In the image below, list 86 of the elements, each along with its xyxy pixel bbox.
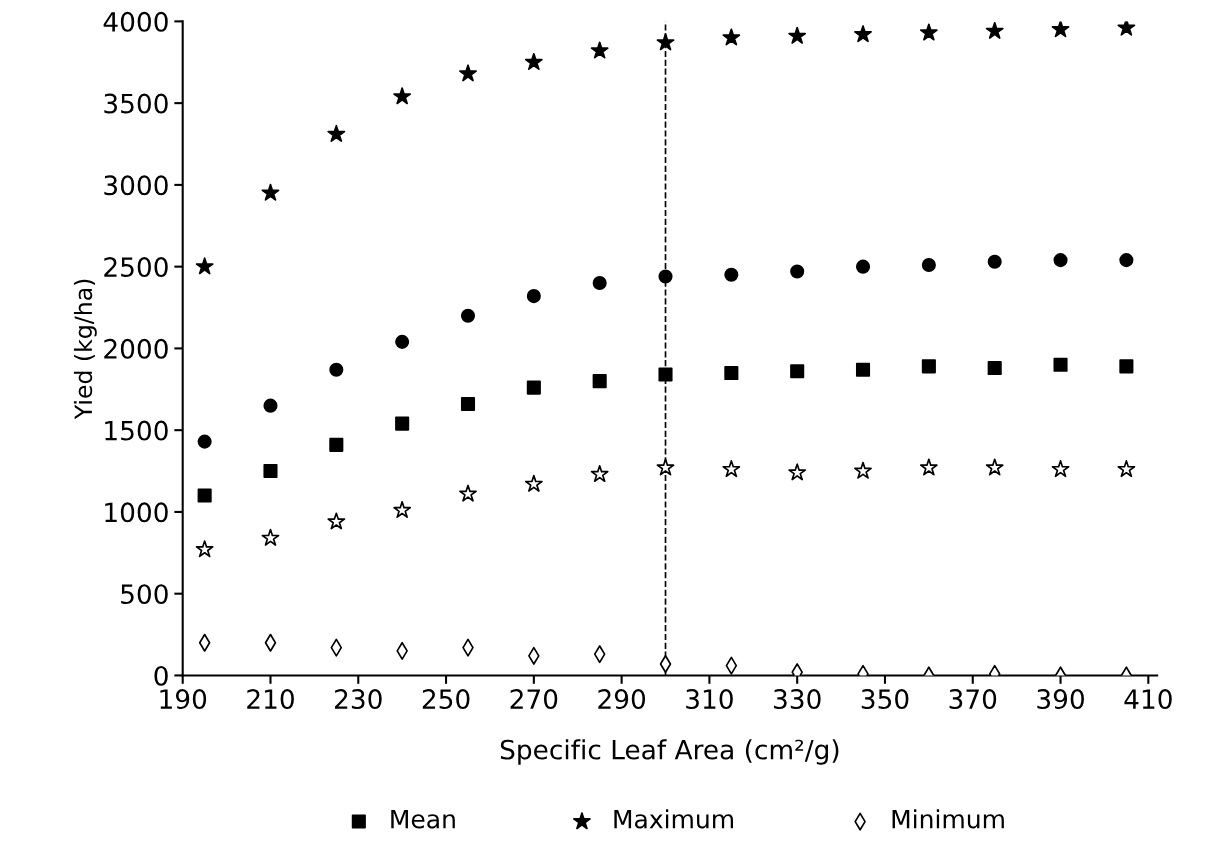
point bbox=[724, 267, 739, 282]
point bbox=[921, 359, 936, 374]
legend-label: Minimum bbox=[892, 809, 1004, 829]
point bbox=[855, 362, 871, 377]
legend-label: Mean bbox=[391, 809, 455, 829]
point bbox=[658, 269, 673, 284]
y-tick-label: 0 bbox=[154, 665, 168, 686]
point bbox=[526, 380, 541, 395]
point bbox=[1117, 460, 1136, 478]
point bbox=[327, 512, 346, 530]
point bbox=[985, 458, 1004, 476]
point bbox=[854, 461, 872, 479]
point bbox=[261, 183, 280, 201]
y-tick-label: 2000 bbox=[104, 338, 168, 359]
point bbox=[1051, 460, 1070, 478]
point bbox=[263, 398, 278, 413]
x-tick-label: 230 bbox=[335, 689, 382, 710]
y-tick-label: 1500 bbox=[105, 420, 168, 441]
x-tick-label: 390 bbox=[1037, 689, 1084, 710]
point bbox=[460, 308, 476, 323]
point bbox=[987, 360, 1002, 376]
x-tick-label: 370 bbox=[949, 689, 997, 710]
x-tick-label: 410 bbox=[1124, 689, 1172, 710]
point bbox=[788, 463, 807, 481]
x-axis-title: Specific Leaf Area (cm²/g) bbox=[500, 739, 839, 765]
point bbox=[788, 26, 807, 44]
point bbox=[658, 367, 673, 382]
point bbox=[921, 257, 936, 273]
point bbox=[393, 500, 412, 519]
point bbox=[1119, 359, 1134, 374]
point bbox=[985, 21, 1004, 39]
point bbox=[526, 289, 541, 304]
y-axis-title: Yied (kg/ha) bbox=[73, 279, 97, 420]
point bbox=[656, 33, 675, 51]
point bbox=[195, 257, 214, 275]
point bbox=[590, 464, 609, 483]
y-tick-label: 3000 bbox=[104, 175, 168, 196]
point bbox=[524, 474, 543, 492]
x-tick-label: 330 bbox=[774, 689, 821, 710]
point bbox=[1051, 21, 1070, 38]
point bbox=[197, 488, 212, 503]
point bbox=[722, 28, 741, 46]
point bbox=[722, 460, 741, 478]
point bbox=[656, 458, 675, 476]
point bbox=[327, 124, 346, 142]
point bbox=[790, 264, 805, 279]
point bbox=[393, 87, 412, 105]
point bbox=[329, 362, 344, 377]
point bbox=[724, 365, 739, 380]
y-tick-label: 2500 bbox=[104, 257, 168, 278]
y-tick-label: 1000 bbox=[105, 502, 168, 523]
point bbox=[919, 458, 938, 476]
x-tick-label: 250 bbox=[422, 689, 470, 710]
x-tick-label: 270 bbox=[510, 689, 558, 710]
x-tick-label: 210 bbox=[247, 689, 294, 710]
y-tick-label: 500 bbox=[121, 584, 168, 605]
point bbox=[1053, 253, 1068, 268]
point bbox=[854, 25, 872, 43]
x-tick-label: 190 bbox=[160, 689, 207, 710]
x-tick-label: 310 bbox=[686, 689, 733, 710]
y-tick-label: 3500 bbox=[104, 93, 168, 114]
y-tick-label: 4000 bbox=[103, 11, 168, 32]
point bbox=[195, 540, 214, 558]
point bbox=[197, 434, 212, 449]
x-tick-label: 290 bbox=[598, 689, 646, 710]
point bbox=[855, 259, 871, 274]
x-tick-label: 350 bbox=[861, 689, 909, 710]
point bbox=[460, 396, 476, 412]
point bbox=[1053, 357, 1068, 372]
point bbox=[592, 275, 607, 291]
point bbox=[790, 364, 805, 379]
point bbox=[1117, 21, 1136, 36]
point bbox=[1119, 253, 1134, 268]
point bbox=[395, 334, 410, 349]
point bbox=[524, 52, 543, 70]
point bbox=[919, 23, 938, 41]
point bbox=[590, 41, 609, 59]
point bbox=[263, 464, 278, 479]
point bbox=[592, 374, 607, 389]
point bbox=[459, 64, 477, 82]
point bbox=[987, 254, 1002, 269]
legend-label: Maximum bbox=[614, 809, 733, 829]
point bbox=[261, 528, 280, 546]
point bbox=[395, 416, 410, 431]
point bbox=[329, 437, 344, 452]
point bbox=[459, 484, 477, 502]
